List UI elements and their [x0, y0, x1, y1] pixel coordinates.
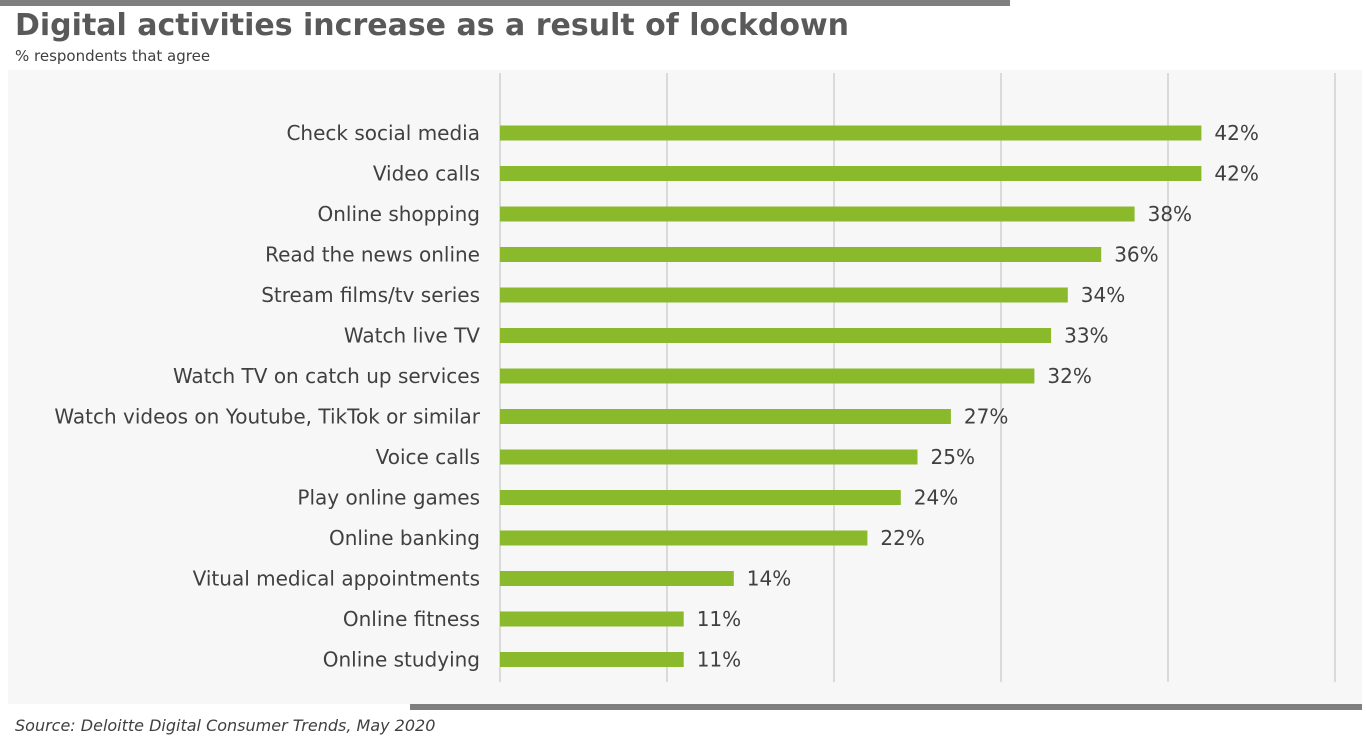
bars	[500, 125, 1202, 667]
bar	[500, 206, 1135, 222]
value-label: 24%	[914, 486, 958, 510]
value-label: 34%	[1081, 283, 1125, 307]
value-label: 11%	[697, 648, 741, 672]
value-label: 42%	[1214, 121, 1258, 145]
value-label: 42%	[1214, 162, 1258, 186]
bar	[500, 328, 1052, 343]
bar	[500, 449, 918, 465]
category-label: Watch live TV	[344, 324, 480, 348]
bar	[500, 166, 1202, 181]
category-label: Video calls	[373, 162, 480, 186]
category-label: Read the news online	[265, 243, 480, 267]
source-note: Source: Deloitte Digital Consumer Trends…	[15, 716, 436, 735]
bar	[500, 490, 901, 505]
category-label: Online banking	[329, 526, 480, 550]
value-label: 11%	[697, 607, 741, 631]
value-label: 14%	[747, 567, 791, 591]
top-rule	[0, 0, 1010, 6]
value-label: 32%	[1047, 364, 1091, 388]
value-label: 38%	[1148, 202, 1192, 226]
value-label: 22%	[880, 526, 924, 550]
value-label: 33%	[1064, 324, 1108, 348]
value-label: 25%	[931, 445, 975, 469]
chart-title: Digital activities increase as a result …	[15, 8, 850, 43]
category-label: Online shopping	[317, 202, 480, 226]
bottom-rule	[410, 704, 1362, 710]
bar	[500, 247, 1102, 262]
bar	[500, 125, 1202, 141]
category-label: Online studying	[323, 648, 480, 672]
value-label: 36%	[1114, 243, 1158, 267]
category-label: Voice calls	[376, 445, 480, 469]
category-label: Check social media	[286, 121, 480, 145]
bar	[500, 368, 1035, 384]
category-label: Watch TV on catch up services	[173, 364, 480, 388]
bar	[500, 611, 684, 627]
bar	[500, 571, 734, 586]
bar	[500, 409, 951, 424]
category-label: Online fitness	[343, 607, 480, 631]
category-label: Play online games	[297, 486, 480, 510]
bar	[500, 287, 1068, 303]
category-label: Watch videos on Youtube, TikTok or simil…	[54, 405, 480, 429]
category-label: Stream films/tv series	[261, 283, 480, 307]
value-label: 27%	[964, 405, 1008, 429]
labels: Check social media 42% Video calls 42% Onlin…	[54, 121, 1258, 672]
bar	[500, 530, 868, 546]
chart-subtitle: % respondents that agree	[15, 47, 211, 65]
category-label: Vitual medical appointments	[193, 567, 480, 591]
bar	[500, 652, 684, 667]
